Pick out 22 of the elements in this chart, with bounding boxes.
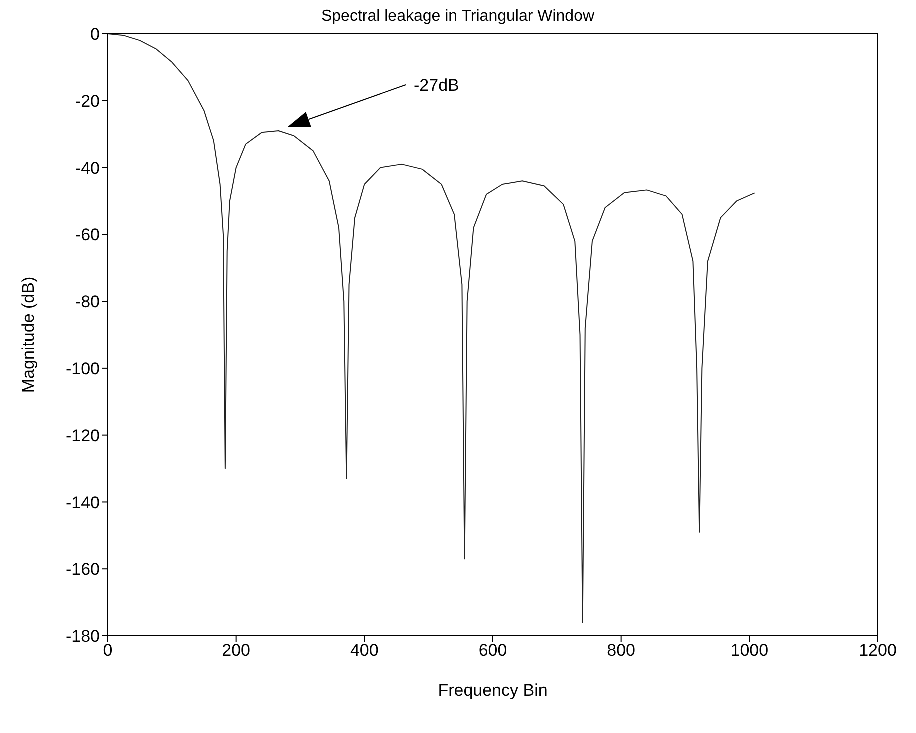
x-axis-title: Frequency Bin — [438, 681, 548, 700]
y-axis-title: Magnitude (dB) — [19, 276, 38, 394]
x-tick-label: 400 — [350, 641, 379, 660]
chart-title: Spectral leakage in Triangular Window — [320, 8, 596, 26]
y-tick-label: -20 — [75, 92, 100, 111]
x-tick-label: 600 — [478, 641, 508, 660]
x-tick-label: 200 — [222, 641, 251, 660]
y-tick-label: 0 — [90, 25, 100, 44]
y-tick-label: -40 — [75, 158, 100, 178]
y-tick-label: -80 — [75, 292, 100, 312]
x-tick-label: 1000 — [730, 641, 769, 660]
y-tick-label: -140 — [66, 493, 100, 512]
y-tick-label: -100 — [66, 359, 100, 378]
y-tick-label: -120 — [66, 426, 100, 446]
x-tick-label: 800 — [607, 641, 636, 660]
y-tick-label: -160 — [66, 560, 100, 580]
x-tick-label: 0 — [103, 641, 113, 660]
y-tick-label: -60 — [75, 226, 100, 245]
x-tick-label: 1200 — [859, 641, 897, 660]
line-series — [108, 34, 756, 624]
y-tick-label: -180 — [66, 627, 100, 646]
annotation: -27dB — [414, 76, 460, 95]
